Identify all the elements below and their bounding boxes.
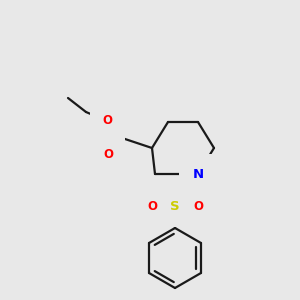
Text: O: O [147, 200, 157, 214]
Text: N: N [192, 167, 204, 181]
Text: O: O [193, 200, 203, 214]
Text: O: O [102, 115, 112, 128]
Text: S: S [170, 200, 180, 214]
Text: O: O [103, 148, 113, 161]
